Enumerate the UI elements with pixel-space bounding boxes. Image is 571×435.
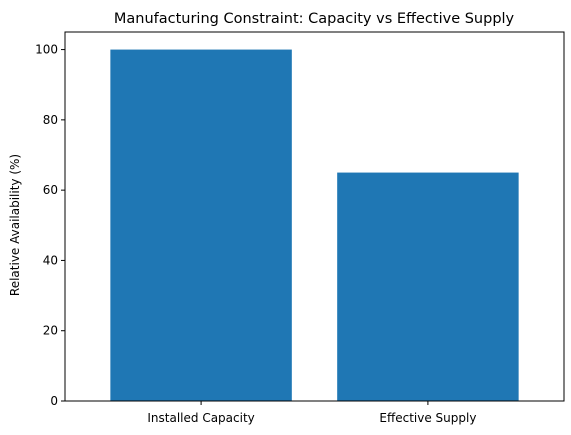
plot-area: Installed Capacity Effective Supply 0 20 40 6… (35, 31, 565, 425)
x-tick-label: Installed Capacity (147, 411, 254, 425)
y-tick-label: 60 (43, 183, 58, 197)
bar-effective-supply (337, 172, 519, 401)
y-tick-label: 0 (50, 394, 58, 408)
y-tick-label: 80 (43, 113, 58, 127)
bar-installed-capacity (110, 49, 292, 401)
y-axis-label: Relative Availability (%) (8, 154, 22, 296)
y-tick-label: 100 (35, 43, 58, 57)
plot-frame (64, 31, 565, 402)
y-tick-label: 20 (43, 324, 58, 338)
chart-title: Manufacturing Constraint: Capacity vs Ef… (114, 11, 515, 27)
x-tick-label: Effective Supply (379, 411, 476, 425)
y-tick-label: 40 (43, 253, 58, 267)
